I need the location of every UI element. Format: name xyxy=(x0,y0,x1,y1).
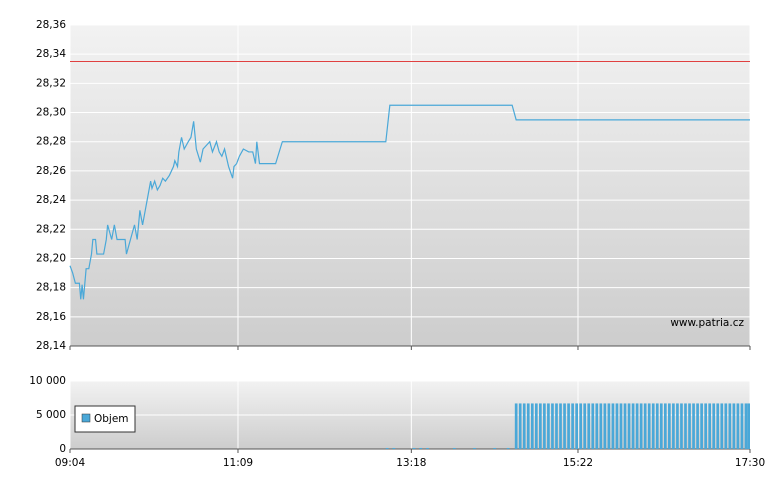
volume-bar xyxy=(740,403,744,449)
price-line xyxy=(69,104,750,300)
volume-bar xyxy=(591,403,595,449)
volume-bar xyxy=(611,403,615,449)
volume-bar xyxy=(744,403,748,449)
x-tick-label: 17:30 xyxy=(735,457,765,469)
volume-bar xyxy=(599,403,603,449)
volume-bar xyxy=(639,403,643,449)
volume-bar xyxy=(736,403,740,449)
volume-bar xyxy=(663,403,667,449)
volume-bar xyxy=(530,403,534,449)
volume-bar xyxy=(668,403,671,449)
volume-bar xyxy=(688,403,691,449)
volume-bar xyxy=(526,403,530,449)
volume-bar xyxy=(651,403,655,449)
volume-bar xyxy=(676,403,679,449)
volume-bar xyxy=(426,447,429,449)
volume-bar xyxy=(518,403,522,449)
volume-bar xyxy=(555,403,558,449)
volume-bar xyxy=(615,403,619,449)
volume-bar xyxy=(607,403,611,449)
volume-bar xyxy=(732,403,736,449)
plot-area xyxy=(70,25,750,346)
volume-bar xyxy=(539,403,542,449)
volume-bar xyxy=(587,403,591,449)
legend-label: Objem xyxy=(94,413,129,425)
y-tick-label: 0 xyxy=(59,443,66,455)
volume-bar xyxy=(635,403,639,449)
volume-bar xyxy=(704,403,707,449)
volume-bar xyxy=(385,447,389,449)
volume-bar xyxy=(506,447,510,449)
volume-bar xyxy=(631,403,635,449)
volume-bar xyxy=(720,403,724,449)
legend-swatch xyxy=(81,413,91,423)
volume-bar xyxy=(716,403,720,449)
volume-bar xyxy=(563,403,566,449)
volume-bar xyxy=(579,403,583,449)
volume-bar xyxy=(522,403,526,449)
y-tick-label: 28,30 xyxy=(36,107,66,119)
x-tick-label: 09:04 xyxy=(55,457,86,469)
volume-bar xyxy=(534,403,538,449)
volume-bar xyxy=(547,403,550,449)
volume-bar xyxy=(412,447,416,449)
volume-bar xyxy=(419,447,423,449)
volume-bar xyxy=(551,403,554,449)
x-tick-label: 15:22 xyxy=(563,457,593,469)
volume-bar xyxy=(643,403,647,449)
legend-box xyxy=(74,405,136,433)
y-tick-label: 28,24 xyxy=(36,194,66,206)
volume-bar xyxy=(567,403,570,449)
volume-bar xyxy=(692,403,695,449)
volume-bar xyxy=(575,403,578,449)
volume-bar xyxy=(571,403,574,449)
volume-bar xyxy=(680,403,683,449)
volume-bar xyxy=(543,403,546,449)
volume-bar xyxy=(696,403,699,449)
volume-bar xyxy=(647,403,651,449)
volume-bar xyxy=(493,447,497,449)
volume-bar xyxy=(392,447,396,449)
volume-bar xyxy=(514,403,518,449)
x-tick-label: 13:18 xyxy=(396,457,426,469)
volume-bar xyxy=(728,403,732,449)
volume-bar xyxy=(583,403,587,449)
y-tick-label: 28,32 xyxy=(36,77,66,89)
watermark: www.patria.cz xyxy=(670,317,744,329)
y-tick-label: 10 000 xyxy=(29,375,66,387)
volume-bar xyxy=(619,403,623,449)
volume-bar xyxy=(684,403,687,449)
volume-bar xyxy=(623,403,627,449)
volume-bar xyxy=(453,447,456,449)
y-tick-label: 28,36 xyxy=(36,19,66,31)
y-tick-label: 28,18 xyxy=(36,282,66,294)
y-tick-label: 28,28 xyxy=(36,136,66,148)
y-tick-label: 28,14 xyxy=(36,340,66,352)
y-tick-label: 28,34 xyxy=(36,48,66,60)
volume-bar xyxy=(627,403,631,449)
volume-bar xyxy=(747,403,750,449)
y-tick-label: 28,22 xyxy=(36,223,66,235)
y-tick-label: 28,16 xyxy=(36,311,66,323)
volume-bar xyxy=(595,403,599,449)
volume-bar xyxy=(700,403,703,449)
volume-bar xyxy=(724,403,728,449)
volume-bar xyxy=(655,403,659,449)
volume-bar xyxy=(712,403,716,449)
y-tick-label: 28,26 xyxy=(36,165,66,177)
volume-bar xyxy=(672,403,675,449)
y-tick-label: 5 000 xyxy=(36,409,66,421)
y-tick-label: 28,20 xyxy=(36,252,66,264)
volume-bar xyxy=(473,447,476,449)
volume-bar xyxy=(708,403,712,449)
volume-bar xyxy=(559,403,562,449)
x-tick-label: 11:09 xyxy=(223,457,253,469)
volume-bar xyxy=(603,403,607,449)
volume-bar xyxy=(659,403,663,449)
